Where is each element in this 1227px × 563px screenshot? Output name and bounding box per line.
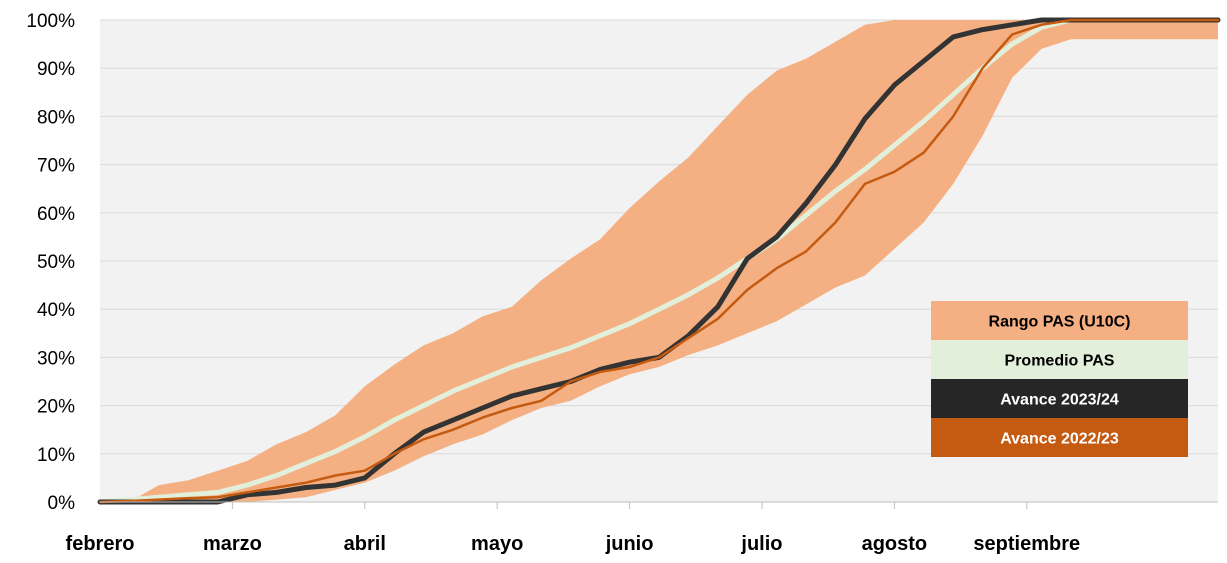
series-band-rango-pas [100, 20, 1218, 502]
series-line-promedio-pas [97, 17, 1221, 505]
legend-swatch [931, 301, 1188, 340]
data-series [97, 17, 1221, 505]
legend-entry: Avance 2022/23 [931, 418, 1188, 457]
series-line-avance-2022-23 [98, 18, 1220, 504]
y-tick-label: 10% [37, 445, 75, 466]
x-tick-label: marzo [203, 533, 262, 555]
legend-entry: Avance 2023/24 [931, 379, 1188, 418]
y-tick-label: 50% [37, 252, 75, 273]
x-tick-label: febrero [66, 533, 135, 555]
x-axis: febrero marzo abril mayo junio julio agosto sep… [66, 501, 1218, 555]
x-tick-label: julio [740, 533, 782, 555]
y-tick-label: 20% [37, 397, 75, 418]
legend-label: Rango PAS (U10C) [989, 314, 1131, 331]
x-tick-label: mayo [471, 533, 523, 555]
y-tick-label: 100% [26, 11, 75, 32]
y-tick-label: 70% [37, 156, 75, 177]
legend-swatch [931, 379, 1188, 418]
y-tick-label: 30% [37, 348, 75, 369]
y-tick-label: 40% [37, 300, 75, 321]
legend-entry: Rango PAS (U10C) [931, 301, 1188, 340]
legend-label: Promedio PAS [1005, 353, 1115, 370]
x-tick-label: abril [344, 533, 386, 555]
y-tick-label: 90% [37, 59, 75, 80]
legend-swatch [931, 340, 1188, 379]
x-tick-label: septiembre [973, 533, 1080, 555]
y-tick-label: 80% [37, 107, 75, 128]
x-tick-label: agosto [862, 533, 928, 555]
legend-swatch [931, 418, 1188, 457]
y-tick-label: 60% [37, 204, 75, 225]
legend-label: Avance 2023/24 [1000, 392, 1119, 409]
x-tick-label: junio [605, 533, 654, 555]
legend-label: Avance 2022/23 [1000, 431, 1119, 448]
legend-entry: Promedio PAS [931, 340, 1188, 379]
y-tick-label: 0% [48, 493, 76, 514]
y-axis-tick-labels: 0% 10% 20% 30% 40% 50% 60% 70% 80% 90% 100% [26, 11, 75, 514]
legend: Rango PAS (U10C) Promedio PAS Avance 2023/… [931, 301, 1188, 457]
